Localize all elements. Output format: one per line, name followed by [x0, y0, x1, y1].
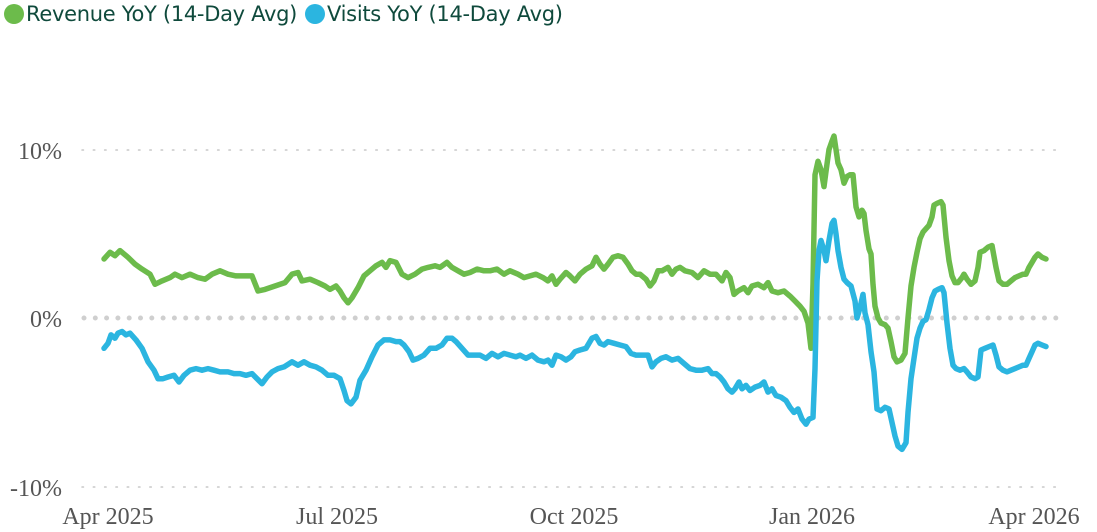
chart-legend: Revenue YoY (14-Day Avg) Visits YoY (14-…: [4, 2, 563, 26]
gridlines: [81, 149, 1065, 488]
y-tick-0: 0%: [30, 307, 62, 333]
legend-swatch-revenue-icon: [4, 4, 24, 24]
visits-line[interactable]: [101, 217, 1049, 453]
x-axis: Apr 2025 Jul 2025 Oct 2025 Jan 2026 Apr …: [62, 504, 1079, 530]
legend-item-revenue[interactable]: Revenue YoY (14-Day Avg): [4, 2, 297, 26]
legend-label-revenue: Revenue YoY (14-Day Avg): [26, 2, 298, 26]
y-tick-10: 10%: [18, 139, 62, 165]
x-tick-oct-2025: Oct 2025: [530, 504, 619, 530]
x-tick-apr-2025: Apr 2025: [62, 504, 153, 530]
legend-item-visits[interactable]: Visits YoY (14-Day Avg): [305, 2, 563, 26]
legend-swatch-visits-icon: [305, 4, 326, 24]
series-lines: [101, 133, 1049, 453]
y-tick-neg10: -10%: [10, 476, 62, 502]
legend-label-visits: Visits YoY (14-Day Avg): [327, 2, 563, 26]
y-axis: 10% 0% -10%: [10, 139, 62, 502]
revenue-line[interactable]: [101, 133, 1049, 365]
x-tick-jul-2025: Jul 2025: [296, 504, 378, 530]
x-tick-apr-2026: Apr 2026: [988, 504, 1079, 530]
x-tick-jan-2026: Jan 2026: [769, 504, 855, 530]
